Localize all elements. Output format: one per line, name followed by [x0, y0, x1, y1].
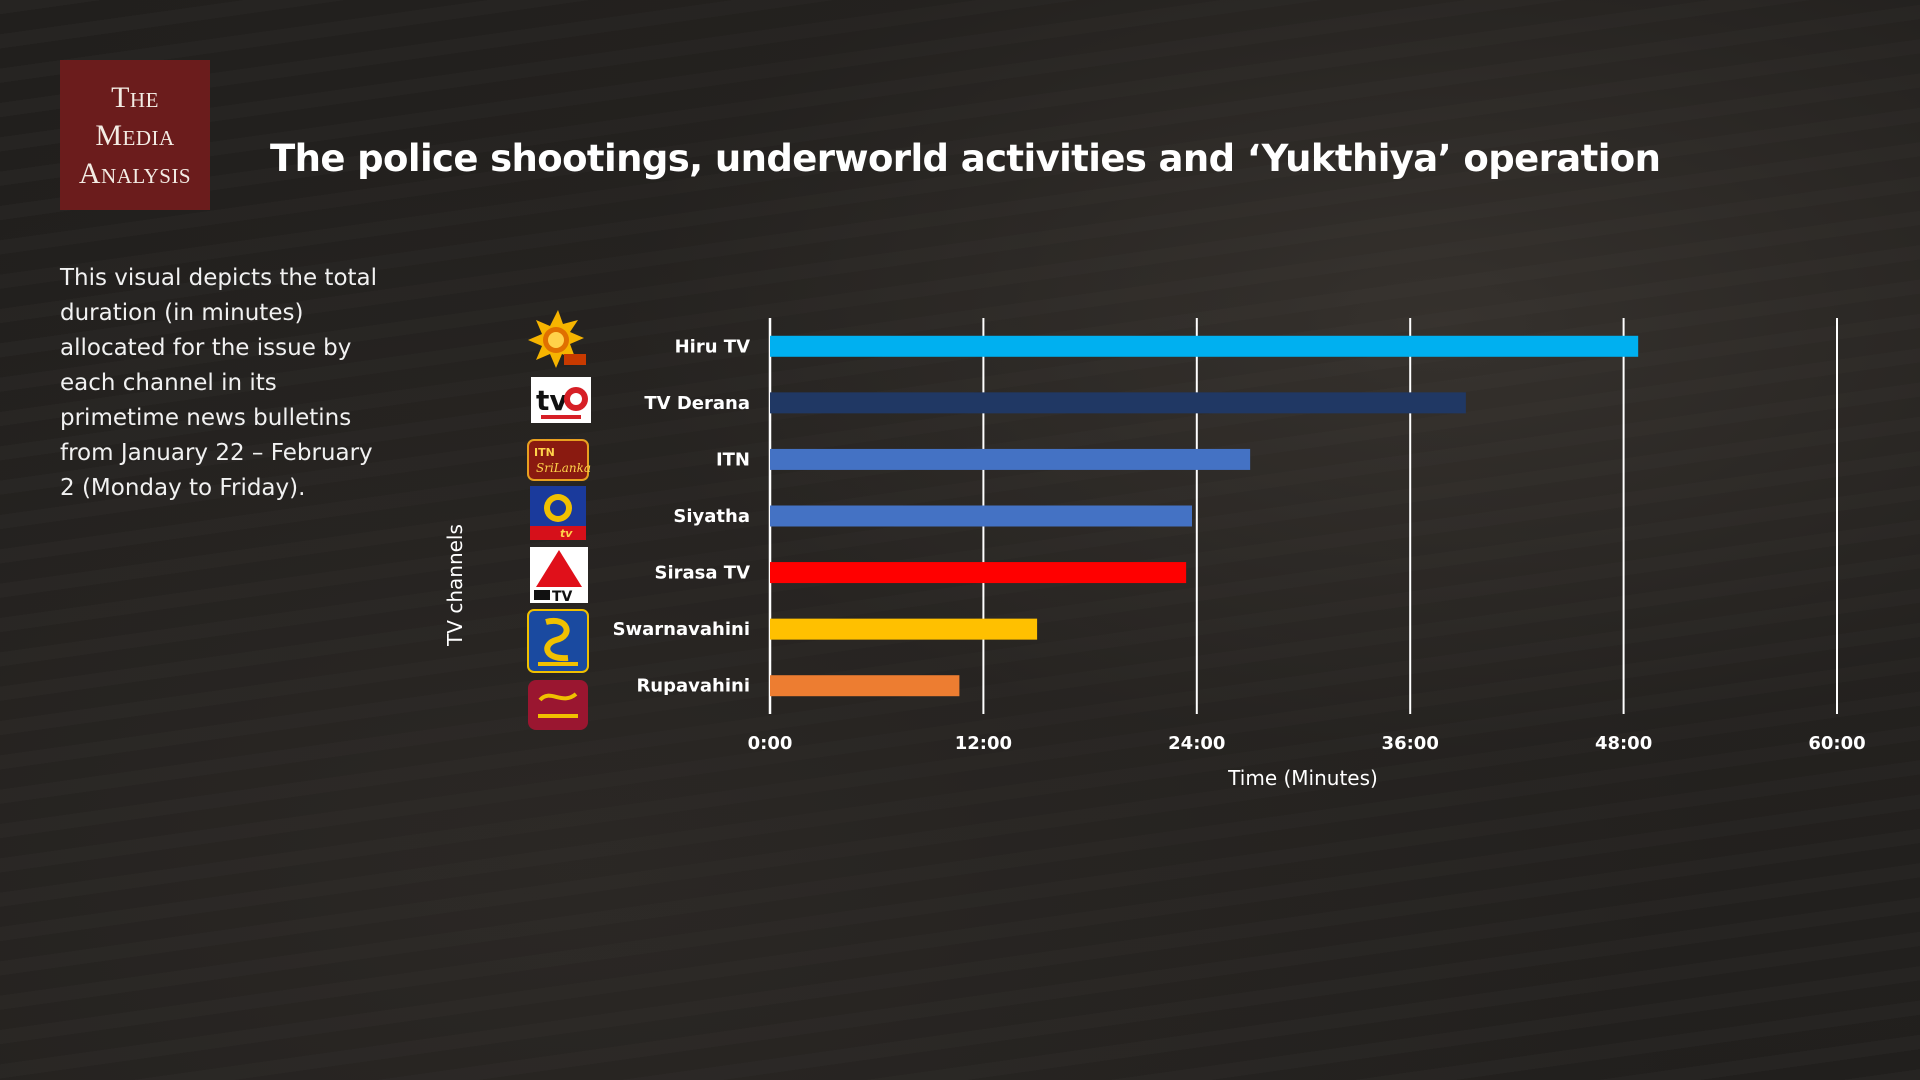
svg-text:TV: TV [552, 589, 573, 605]
itn-logo-icon: ITN SriLanka [527, 439, 591, 481]
category-label: Hiru TV [675, 336, 750, 357]
siyatha-tv-logo-icon: tv [530, 486, 586, 540]
logo-line-2: Media [95, 119, 175, 152]
svg-text:tv: tv [536, 384, 568, 417]
bars [770, 335, 1639, 697]
logo-line-1: The [111, 81, 159, 114]
swarnavahini-logo-icon [527, 609, 589, 673]
category-label: Rupavahini [636, 676, 750, 697]
rupavahini-logo-icon [528, 680, 588, 730]
y-axis-title: TV channels [443, 524, 467, 647]
category-label: ITN [716, 449, 750, 470]
bar-hiru-tv [770, 335, 1639, 357]
hiru-tv-logo-icon [528, 310, 586, 368]
x-tick-labels: 0:00 12:00 24:00 36:00 48:00 60:00 [748, 733, 1866, 754]
x-tick-label: 0:00 [748, 733, 793, 754]
category-labels: Hiru TV TV Derana ITN Siyatha Sirasa TV Swarn… [613, 336, 751, 696]
x-tick-label: 48:00 [1595, 733, 1652, 754]
page-title: The police shootings, underworld activit… [270, 137, 1661, 180]
x-axis-title: Time (Minutes) [1227, 766, 1378, 790]
description-text: This visual depicts the total duration (… [60, 265, 378, 501]
bar-sirasa-tv [770, 562, 1187, 584]
svg-text:ITN: ITN [534, 446, 555, 459]
category-label: Swarnavahini [613, 619, 750, 640]
bar-rupavahini [770, 675, 960, 697]
bar-swarnavahini [770, 618, 1038, 640]
logo-line-3: Analysis [78, 157, 192, 190]
category-label: Sirasa TV [655, 563, 751, 584]
x-tick-label: 60:00 [1808, 733, 1865, 754]
svg-text:tv: tv [560, 527, 573, 540]
bar-siyatha [770, 505, 1192, 527]
bar-itn [770, 448, 1251, 470]
x-tick-label: 24:00 [1168, 733, 1225, 754]
sirasa-tv-logo-icon: TV [530, 547, 588, 605]
x-tick-label: 12:00 [955, 733, 1012, 754]
channel-logos: tv ITN SriLanka tv [527, 310, 591, 730]
x-tick-label: 36:00 [1382, 733, 1439, 754]
tv-derana-logo-icon: tv [531, 377, 591, 423]
category-label: Siyatha [673, 506, 750, 527]
media-analysis-logo: The Media Analysis [60, 60, 210, 210]
category-label: TV Derana [644, 393, 750, 414]
svg-text:SriLanka: SriLanka [536, 461, 591, 475]
bar-tv-derana [770, 392, 1466, 414]
